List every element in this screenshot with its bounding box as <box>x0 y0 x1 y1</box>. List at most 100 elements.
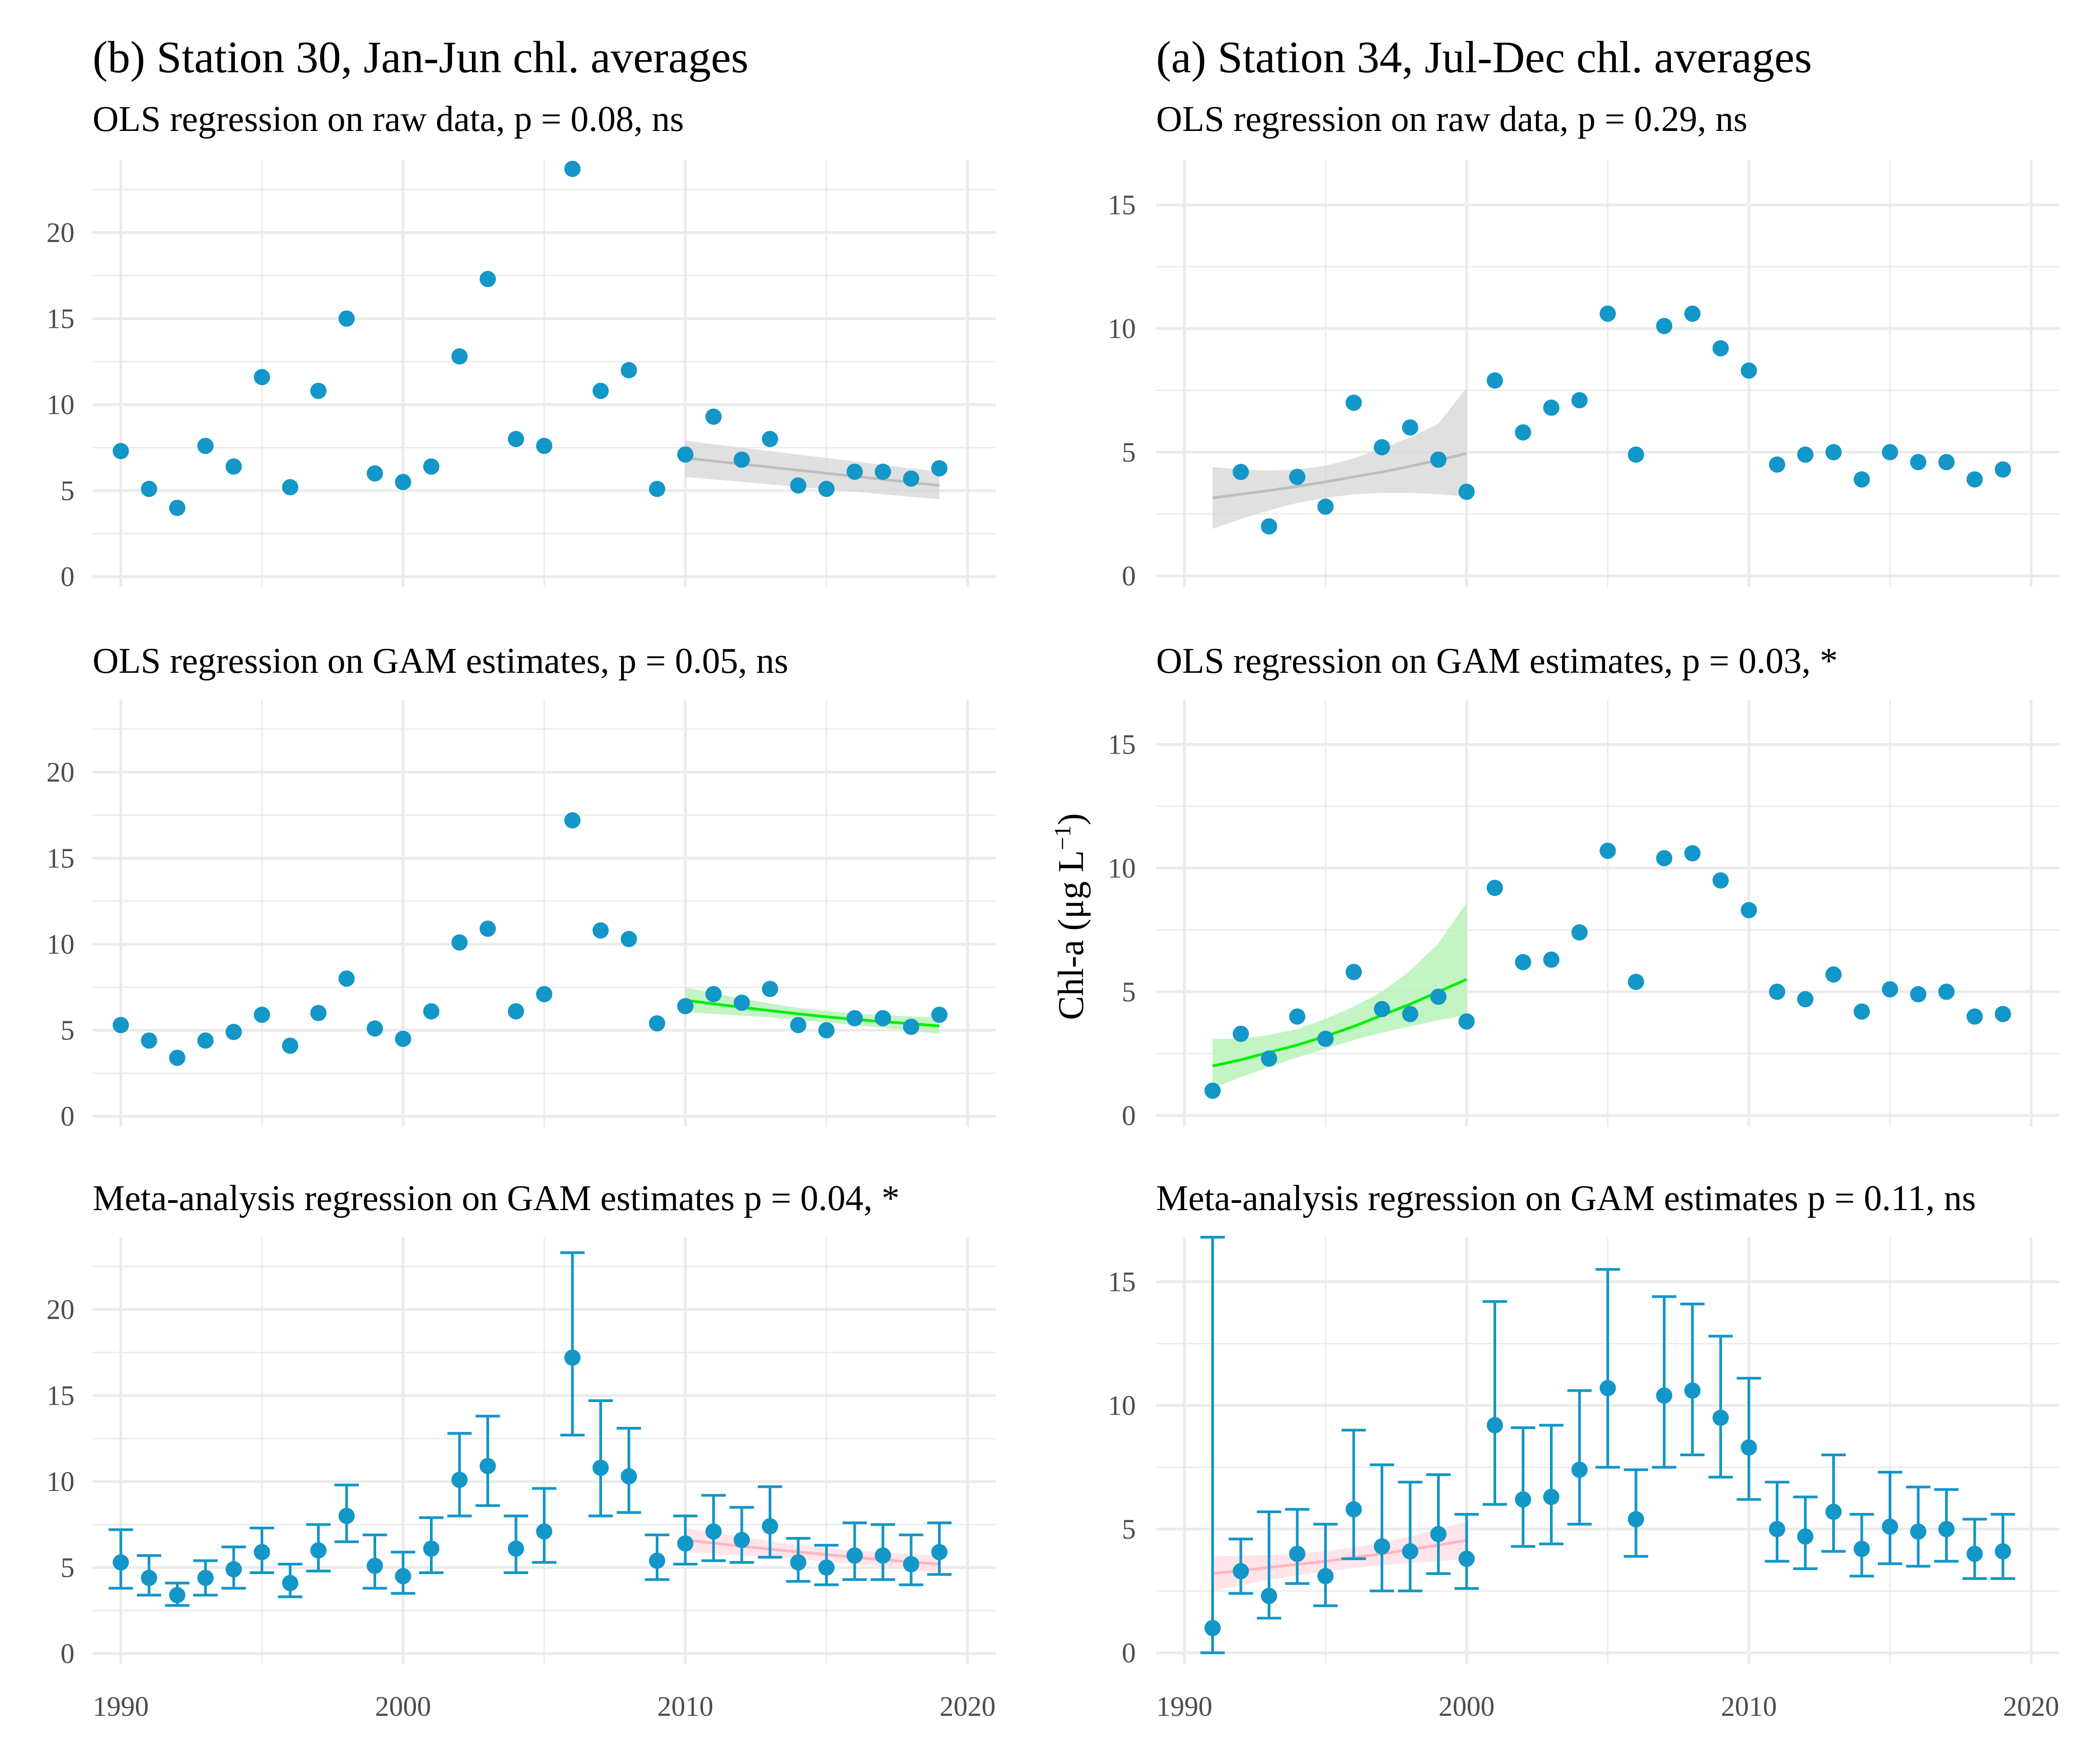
data-point <box>282 1037 299 1054</box>
data-point <box>310 382 327 399</box>
data-point <box>875 463 891 480</box>
data-point <box>112 443 129 459</box>
data-point <box>677 1535 694 1552</box>
data-point <box>1345 1501 1362 1518</box>
panel-title: OLS regression on raw data, p = 0.29, ns <box>1156 99 1747 139</box>
data-point <box>338 970 355 987</box>
data-point <box>621 1468 637 1485</box>
data-point <box>593 382 609 399</box>
data-point <box>1204 1620 1221 1636</box>
y-tick-label: 10 <box>47 929 75 960</box>
data-point <box>1600 305 1616 322</box>
x-tick-label: 2000 <box>375 1691 431 1722</box>
column-title-right: (a) Station 34, Jul-Dec chl. averages <box>1156 32 1812 82</box>
x-tick-label: 2000 <box>1439 1691 1495 1722</box>
panel-a-gam: OLS regression on GAM estimates, p = 0.0… <box>1108 641 2059 1131</box>
data-point <box>1402 1006 1419 1022</box>
data-point <box>1910 986 1927 1002</box>
y-tick-label: 0 <box>61 562 75 592</box>
panel-title: OLS regression on GAM estimates, p = 0.0… <box>93 641 789 681</box>
y-axis-title-close: ) <box>1051 813 1091 825</box>
data-point <box>197 1570 214 1586</box>
data-point <box>310 1542 327 1559</box>
data-point <box>1656 850 1672 867</box>
data-point <box>1995 1006 2011 1022</box>
data-point <box>451 934 468 951</box>
data-point <box>1910 454 1927 471</box>
data-point <box>536 438 552 454</box>
data-point <box>395 1030 411 1047</box>
data-point <box>1656 318 1672 335</box>
data-point <box>254 1006 270 1023</box>
y-tick-label: 20 <box>47 218 75 248</box>
data-point <box>169 1587 186 1603</box>
panel-b-gam: OLS regression on GAM estimates, p = 0.0… <box>47 641 996 1132</box>
data-point <box>480 920 496 937</box>
data-point <box>1289 469 1306 485</box>
data-point <box>762 431 778 447</box>
data-point <box>846 463 863 480</box>
data-point <box>677 446 694 463</box>
data-point <box>395 1568 411 1584</box>
data-point <box>395 474 411 490</box>
data-point <box>1966 1546 1983 1562</box>
data-point <box>367 1020 383 1037</box>
data-point <box>1741 362 1757 379</box>
panels: OLS regression on raw data, p = 0.08, ns… <box>47 99 2059 1722</box>
data-point <box>846 1010 863 1026</box>
data-point <box>1853 1541 1870 1557</box>
y-tick-label: 5 <box>61 476 75 507</box>
data-point <box>1938 1521 1955 1537</box>
panel-a-meta: Meta-analysis regression on GAM estimate… <box>1108 1179 2059 1722</box>
data-point <box>1402 419 1419 436</box>
data-point <box>818 1559 835 1576</box>
data-point <box>733 452 750 468</box>
data-point <box>423 458 439 475</box>
data-point <box>1402 1543 1419 1560</box>
data-point <box>423 1003 439 1020</box>
data-point <box>1966 1008 1983 1025</box>
data-point <box>1317 1030 1334 1047</box>
data-point <box>1430 1526 1447 1542</box>
data-point <box>225 1024 242 1040</box>
data-point <box>790 477 807 494</box>
data-point <box>1600 843 1616 859</box>
data-point <box>705 986 722 1002</box>
y-tick-label: 0 <box>61 1639 75 1669</box>
data-point <box>1910 1523 1927 1540</box>
data-point <box>1938 454 1955 471</box>
data-point <box>1769 1521 1785 1537</box>
data-point <box>1684 845 1701 862</box>
confidence-band <box>1213 388 1467 529</box>
data-point <box>508 1540 524 1557</box>
data-point <box>762 981 778 997</box>
data-point <box>197 1032 214 1049</box>
data-point <box>508 431 524 447</box>
data-point <box>1825 444 1842 461</box>
data-point <box>649 1015 665 1032</box>
y-tick-label: 10 <box>47 1467 75 1497</box>
data-point <box>536 1523 552 1540</box>
data-point <box>875 1547 891 1564</box>
y-tick-label: 5 <box>61 1016 75 1046</box>
data-point <box>621 931 637 947</box>
y-tick-label: 20 <box>47 757 75 788</box>
data-point <box>790 1554 807 1571</box>
regression-line <box>1212 978 1467 1067</box>
data-point <box>1797 991 1814 1007</box>
data-point <box>1628 1511 1644 1528</box>
x-tick-label: 1990 <box>1157 1691 1213 1722</box>
data-point <box>338 1508 355 1524</box>
y-axis-title: Chl-a (μg L−1) <box>1050 813 1092 1020</box>
data-point <box>1261 1588 1277 1604</box>
data-point <box>1515 954 1531 970</box>
y-tick-label: 15 <box>47 304 75 335</box>
data-point <box>1853 1003 1870 1020</box>
y-tick-label: 0 <box>1122 1100 1136 1131</box>
data-point <box>141 1032 157 1049</box>
x-tick-label: 2010 <box>1721 1691 1777 1722</box>
data-point <box>818 480 835 497</box>
data-point <box>225 1561 242 1578</box>
data-point <box>705 408 722 425</box>
y-tick-label: 10 <box>1108 853 1136 884</box>
